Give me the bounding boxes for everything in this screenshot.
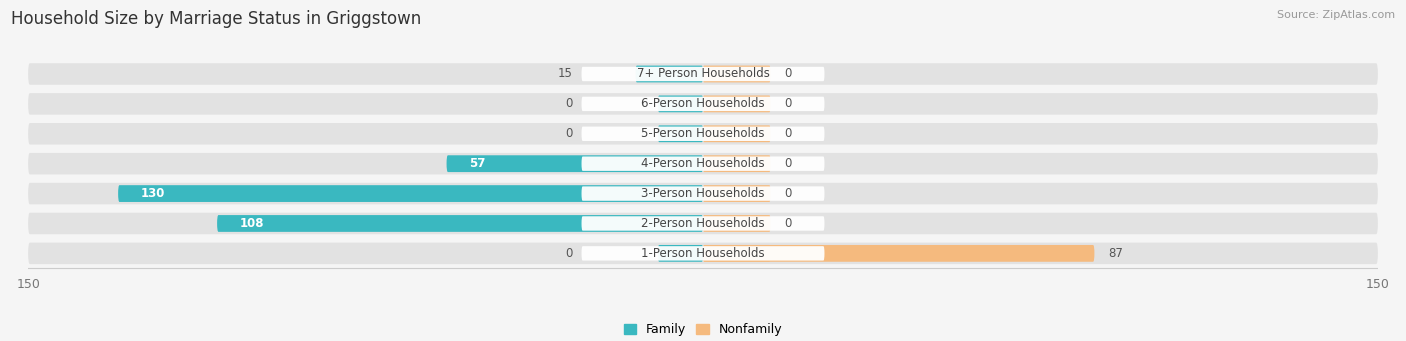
FancyBboxPatch shape <box>217 215 703 232</box>
FancyBboxPatch shape <box>28 213 1378 234</box>
Text: 0: 0 <box>785 187 792 200</box>
FancyBboxPatch shape <box>582 97 824 111</box>
Text: 0: 0 <box>565 127 572 140</box>
FancyBboxPatch shape <box>28 153 1378 175</box>
FancyBboxPatch shape <box>703 185 770 202</box>
Text: 0: 0 <box>565 98 572 110</box>
Text: 130: 130 <box>141 187 165 200</box>
Text: 0: 0 <box>565 247 572 260</box>
Text: 15: 15 <box>558 68 572 80</box>
Text: Source: ZipAtlas.com: Source: ZipAtlas.com <box>1277 10 1395 20</box>
Text: 3-Person Households: 3-Person Households <box>641 187 765 200</box>
FancyBboxPatch shape <box>658 95 703 112</box>
Text: 0: 0 <box>785 68 792 80</box>
Text: 108: 108 <box>239 217 264 230</box>
FancyBboxPatch shape <box>582 127 824 141</box>
FancyBboxPatch shape <box>703 245 1094 262</box>
FancyBboxPatch shape <box>703 95 770 112</box>
Legend: Family, Nonfamily: Family, Nonfamily <box>624 323 782 336</box>
FancyBboxPatch shape <box>582 67 824 81</box>
Text: 5-Person Households: 5-Person Households <box>641 127 765 140</box>
FancyBboxPatch shape <box>582 216 824 231</box>
Text: Household Size by Marriage Status in Griggstown: Household Size by Marriage Status in Gri… <box>11 10 422 28</box>
FancyBboxPatch shape <box>703 125 770 142</box>
FancyBboxPatch shape <box>658 245 703 262</box>
FancyBboxPatch shape <box>582 187 824 201</box>
Text: 57: 57 <box>470 157 485 170</box>
Text: 0: 0 <box>785 127 792 140</box>
FancyBboxPatch shape <box>28 183 1378 204</box>
FancyBboxPatch shape <box>658 125 703 142</box>
Text: 6-Person Households: 6-Person Households <box>641 98 765 110</box>
Text: 1-Person Households: 1-Person Households <box>641 247 765 260</box>
FancyBboxPatch shape <box>703 215 770 232</box>
FancyBboxPatch shape <box>703 245 770 262</box>
FancyBboxPatch shape <box>636 65 703 83</box>
FancyBboxPatch shape <box>582 246 824 261</box>
Text: 0: 0 <box>785 98 792 110</box>
FancyBboxPatch shape <box>28 93 1378 115</box>
Text: 7+ Person Households: 7+ Person Households <box>637 68 769 80</box>
FancyBboxPatch shape <box>28 63 1378 85</box>
Text: 87: 87 <box>1108 247 1123 260</box>
FancyBboxPatch shape <box>118 185 703 202</box>
FancyBboxPatch shape <box>703 65 770 83</box>
Text: 2-Person Households: 2-Person Households <box>641 217 765 230</box>
FancyBboxPatch shape <box>28 123 1378 145</box>
FancyBboxPatch shape <box>28 242 1378 264</box>
Text: 4-Person Households: 4-Person Households <box>641 157 765 170</box>
FancyBboxPatch shape <box>582 157 824 171</box>
Text: 0: 0 <box>785 157 792 170</box>
FancyBboxPatch shape <box>447 155 703 172</box>
FancyBboxPatch shape <box>703 155 770 172</box>
Text: 0: 0 <box>785 217 792 230</box>
